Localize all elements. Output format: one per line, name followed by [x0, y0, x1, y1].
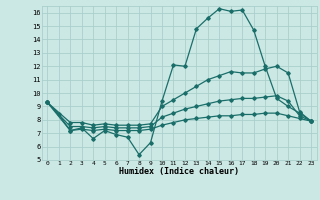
X-axis label: Humidex (Indice chaleur): Humidex (Indice chaleur) — [119, 167, 239, 176]
